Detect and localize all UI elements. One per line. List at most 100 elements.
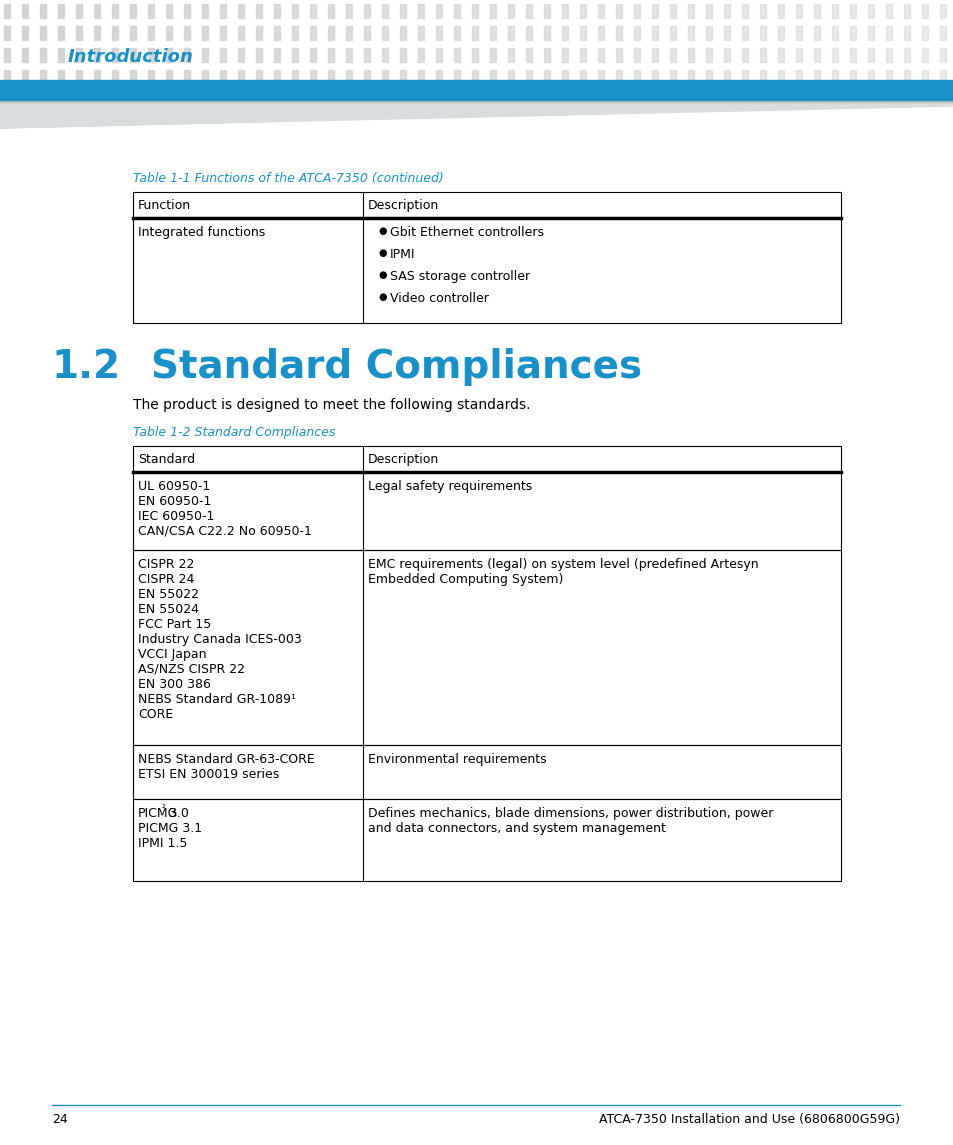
Bar: [616, 48, 621, 62]
Text: Legal safety requirements: Legal safety requirements: [368, 480, 532, 493]
Bar: [58, 26, 64, 40]
Polygon shape: [0, 104, 953, 128]
Text: ●: ●: [377, 292, 386, 302]
Bar: [274, 26, 280, 40]
Bar: [132, 218, 841, 323]
Bar: [634, 3, 639, 18]
Text: ●: ●: [377, 270, 386, 281]
Bar: [364, 48, 370, 62]
Bar: [364, 26, 370, 40]
Bar: [813, 48, 820, 62]
Bar: [831, 48, 837, 62]
Bar: [94, 3, 100, 18]
Bar: [849, 70, 855, 84]
Bar: [472, 48, 477, 62]
Bar: [0, 80, 953, 100]
Text: 1.2: 1.2: [52, 348, 121, 386]
Bar: [454, 70, 459, 84]
Text: EN 300 386: EN 300 386: [138, 678, 211, 690]
Text: Environmental requirements: Environmental requirements: [368, 753, 546, 766]
Bar: [651, 3, 658, 18]
Text: The product is designed to meet the following standards.: The product is designed to meet the foll…: [132, 398, 530, 412]
Bar: [255, 48, 262, 62]
Bar: [579, 3, 585, 18]
Bar: [525, 26, 532, 40]
Text: EN 55024: EN 55024: [138, 603, 199, 616]
Bar: [723, 70, 729, 84]
Bar: [579, 70, 585, 84]
Bar: [274, 70, 280, 84]
Bar: [220, 48, 226, 62]
Bar: [148, 70, 153, 84]
Text: ETSI EN 300019 series: ETSI EN 300019 series: [138, 768, 279, 781]
Bar: [813, 26, 820, 40]
Bar: [202, 3, 208, 18]
Bar: [292, 48, 297, 62]
Text: 24: 24: [52, 1113, 68, 1126]
Bar: [831, 3, 837, 18]
Bar: [166, 70, 172, 84]
Bar: [778, 70, 783, 84]
Bar: [399, 26, 406, 40]
Bar: [778, 3, 783, 18]
Bar: [885, 48, 891, 62]
Bar: [274, 48, 280, 62]
Bar: [202, 48, 208, 62]
Bar: [705, 48, 711, 62]
Bar: [705, 70, 711, 84]
Bar: [760, 3, 765, 18]
Bar: [112, 48, 118, 62]
Bar: [634, 26, 639, 40]
Bar: [202, 26, 208, 40]
Bar: [399, 48, 406, 62]
Bar: [381, 3, 388, 18]
Bar: [507, 3, 514, 18]
Text: Standard Compliances: Standard Compliances: [151, 348, 641, 386]
Text: VCCI Japan: VCCI Japan: [138, 648, 206, 661]
Bar: [778, 26, 783, 40]
Bar: [310, 3, 315, 18]
Bar: [921, 70, 927, 84]
Bar: [705, 26, 711, 40]
Bar: [255, 70, 262, 84]
Bar: [651, 26, 658, 40]
Bar: [616, 3, 621, 18]
Bar: [399, 3, 406, 18]
Bar: [166, 3, 172, 18]
Bar: [795, 48, 801, 62]
Bar: [831, 26, 837, 40]
Bar: [4, 26, 10, 40]
Bar: [130, 70, 136, 84]
Bar: [381, 70, 388, 84]
Bar: [651, 70, 658, 84]
Bar: [112, 3, 118, 18]
Bar: [237, 48, 244, 62]
Bar: [867, 3, 873, 18]
Bar: [760, 26, 765, 40]
Bar: [255, 26, 262, 40]
Bar: [346, 48, 352, 62]
Text: PICMG 3.1: PICMG 3.1: [138, 822, 202, 835]
Bar: [921, 26, 927, 40]
Text: CORE: CORE: [138, 708, 173, 721]
Bar: [903, 3, 909, 18]
Bar: [417, 48, 423, 62]
Bar: [417, 3, 423, 18]
Bar: [4, 48, 10, 62]
Bar: [220, 26, 226, 40]
Bar: [237, 26, 244, 40]
Bar: [184, 70, 190, 84]
Text: SAS storage controller: SAS storage controller: [390, 270, 530, 283]
Bar: [561, 70, 567, 84]
Text: Standard: Standard: [138, 453, 195, 466]
Bar: [687, 26, 693, 40]
Bar: [40, 70, 46, 84]
Bar: [364, 70, 370, 84]
Bar: [310, 48, 315, 62]
Bar: [490, 3, 496, 18]
Bar: [579, 48, 585, 62]
Bar: [417, 70, 423, 84]
Bar: [454, 3, 459, 18]
Text: ²: ²: [162, 804, 166, 813]
Bar: [723, 48, 729, 62]
